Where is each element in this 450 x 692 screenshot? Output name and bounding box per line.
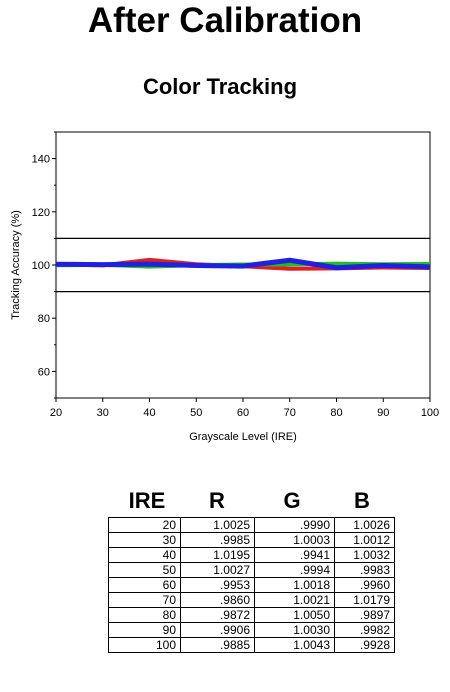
table-cell: .9906 <box>180 622 255 638</box>
table-row: 40 1.0195.9941 1.0032 <box>108 547 395 563</box>
y-tick-label: 60 <box>38 366 50 378</box>
page-title: After Calibration <box>87 1 363 40</box>
x-tick-label: 50 <box>190 407 202 419</box>
table-cell: .9941 <box>254 547 335 563</box>
table-header-ire: IRE <box>128 488 166 513</box>
table-row: 80.9872 1.0050.9897 <box>108 607 395 623</box>
x-tick-label: 20 <box>50 407 62 419</box>
x-tick-label: 70 <box>284 407 296 419</box>
table-cell: 100 <box>108 637 181 653</box>
table-cell: 1.0025 <box>180 517 255 533</box>
table-cell: 50 <box>108 562 181 578</box>
series-line <box>55 257 431 271</box>
table-row: 30.9985 1.0003 1.0012 <box>108 532 395 548</box>
table-cell: .9990 <box>254 517 335 533</box>
table-cell: 1.0030 <box>254 622 335 638</box>
x-axis-label: Grayscale Level (IRE) <box>189 431 297 443</box>
table-cell: 70 <box>108 592 181 608</box>
table-row: 60.9953 1.0018.9960 <box>108 577 395 593</box>
table-cell: 30 <box>108 532 181 548</box>
table-row: 50 1.0027.9994.9983 <box>108 562 395 578</box>
table-row: 100.9885 1.0043.9928 <box>108 637 395 653</box>
table-cell: .9982 <box>334 622 395 638</box>
chart-title: Color Tracking <box>142 74 298 99</box>
table-cell: .9960 <box>334 577 395 593</box>
y-tick-label: 120 <box>32 207 50 219</box>
table-cell: 90 <box>108 622 181 638</box>
table-cell: .9983 <box>334 562 395 578</box>
x-tick-label: 80 <box>330 407 342 419</box>
table-cell: 60 <box>108 577 181 593</box>
table-cell: 1.0027 <box>180 562 255 578</box>
x-tick-label: 40 <box>143 407 155 419</box>
table-row: 90.9906 1.0030.9982 <box>108 622 395 638</box>
x-tick-label: 100 <box>421 407 439 419</box>
table-row: 20 1.0025.9990 1.0026 <box>108 517 395 533</box>
table-cell: 1.0050 <box>254 607 335 623</box>
table-cell: .9953 <box>180 577 255 593</box>
table-cell: .9885 <box>180 637 255 653</box>
table-cell: .9860 <box>180 592 255 608</box>
table-cell: .9872 <box>180 607 255 623</box>
table-cell: .9994 <box>254 562 335 578</box>
table-cell: 1.0043 <box>254 637 335 653</box>
table-cell: 1.0012 <box>334 532 395 548</box>
y-tick-label: 100 <box>32 260 50 272</box>
table-cell: 80 <box>108 607 181 623</box>
table-header-b: B <box>354 488 370 513</box>
table-header-r: R <box>209 488 225 513</box>
x-tick-label: 60 <box>237 407 249 419</box>
y-tick-label: 80 <box>38 313 50 325</box>
x-tick-label: 90 <box>377 407 389 419</box>
table-cell: 1.0018 <box>254 577 335 593</box>
y-tick-label: 140 <box>32 154 50 166</box>
table-cell: 1.0195 <box>180 547 255 563</box>
table-header-g: G <box>283 488 301 513</box>
y-axis-label: Tracking Accuracy (%) <box>10 210 22 320</box>
table-cell: 1.0021 <box>254 592 335 608</box>
table-row: 70.9860 1.0021 1.0179 <box>108 592 395 608</box>
table-cell: .9897 <box>334 607 395 623</box>
x-tick-label: 30 <box>97 407 109 419</box>
table-cell: 1.0026 <box>334 517 395 533</box>
table-cell: 40 <box>108 547 181 563</box>
tracking-table: 20 1.0025.9990 1.0026 30.9985 1.0003 1.0012 40… <box>108 517 395 653</box>
table-cell: 1.0032 <box>334 547 395 563</box>
table-cell: 1.0179 <box>334 592 395 608</box>
color-tracking-chart: 60 80 100 120 140 20 30 40 50 60 70 80 90 100 Grayscal… <box>10 131 439 443</box>
table-cell: .9928 <box>334 637 395 653</box>
table-cell: .9985 <box>180 532 255 548</box>
table-cell: 1.0003 <box>254 532 335 548</box>
table-cell: 20 <box>108 517 181 533</box>
